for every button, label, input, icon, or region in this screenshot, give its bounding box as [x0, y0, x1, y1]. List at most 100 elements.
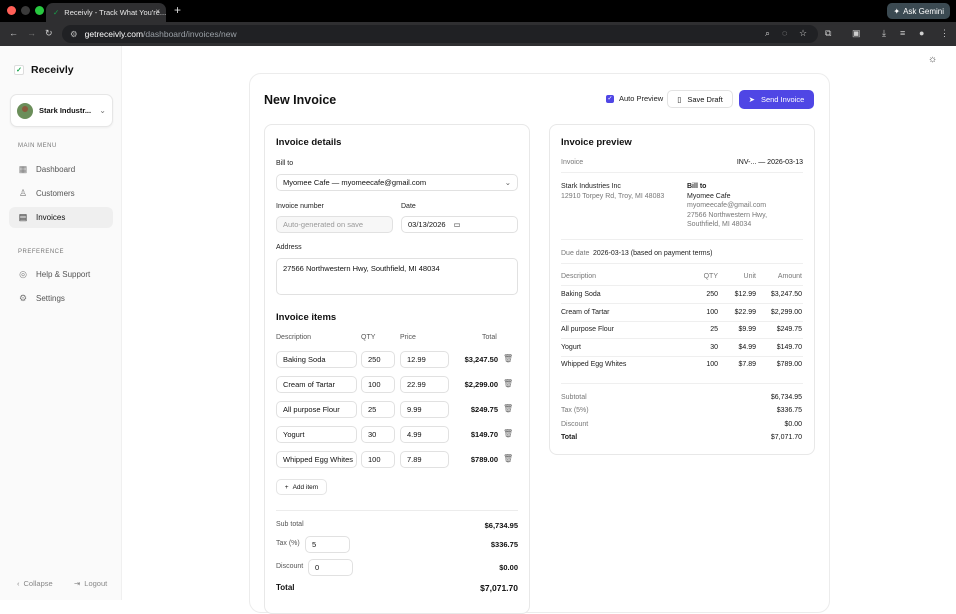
- sidebar-item-label: Help & Support: [36, 270, 91, 279]
- item-description-input[interactable]: Baking Soda: [276, 351, 357, 368]
- trash-icon[interactable]: 🗑︎: [503, 429, 514, 438]
- item-total: $3,247.50: [464, 355, 498, 364]
- preview-subtotal-value: $6,734.95: [770, 394, 802, 401]
- invoice-details-title: Invoice details: [276, 137, 342, 148]
- preview-item-unit: $12.99: [734, 291, 756, 298]
- item-qty-input[interactable]: 30: [361, 426, 395, 443]
- company-switcher[interactable]: Stark Industr... ⌄: [10, 94, 113, 127]
- chevron-down-icon: ⌄: [504, 178, 511, 187]
- item-description-input[interactable]: Yogurt: [276, 426, 357, 443]
- item-price-input[interactable]: 4.99: [400, 426, 449, 443]
- preview-subtotal-label: Subtotal: [561, 394, 587, 401]
- ask-gemini-button[interactable]: ✦ Ask Gemini: [887, 3, 950, 19]
- add-item-button[interactable]: + Add item: [276, 479, 327, 495]
- item-price-input[interactable]: 22.99: [400, 376, 449, 393]
- grid-icon: ▦: [18, 164, 28, 174]
- date-field[interactable]: 03/13/2026 ▭: [401, 216, 518, 233]
- maximize-window-button[interactable]: [35, 6, 44, 15]
- preview-due-label: Due date: [561, 250, 590, 257]
- divider: [561, 303, 803, 304]
- divider: [561, 321, 803, 322]
- back-icon[interactable]: ←: [9, 28, 18, 38]
- zoom-icon[interactable]: ⌕: [765, 28, 771, 38]
- auto-preview-label: Auto Preview: [619, 94, 664, 103]
- address-textarea[interactable]: 27566 Northwestern Hwy, Southfield, MI 4…: [276, 258, 518, 295]
- item-total: $789.00: [470, 455, 498, 464]
- sidebar-item-help[interactable]: ◎ Help & Support: [9, 264, 113, 285]
- tax-amount: $336.75: [490, 540, 518, 549]
- tab-search-icon[interactable]: ▣: [852, 28, 861, 38]
- close-window-button[interactable]: [7, 6, 16, 15]
- invoice-number-field[interactable]: Auto-generated on save: [276, 216, 393, 233]
- preview-discount-value: $0.00: [784, 421, 802, 428]
- sidebar-item-customers[interactable]: ♙ Customers: [9, 183, 113, 204]
- url-host: getreceivly.com: [84, 29, 144, 39]
- media-icon[interactable]: ≡: [900, 28, 906, 38]
- item-description-input[interactable]: All purpose Flour: [276, 401, 357, 418]
- main-menu-label: MAIN MENU: [18, 143, 57, 149]
- item-description-input[interactable]: Cream of Tartar: [276, 376, 357, 393]
- auto-preview-checkbox[interactable]: ✓: [606, 94, 614, 103]
- tab-favicon-icon: ✓: [53, 8, 60, 17]
- item-price-input[interactable]: 9.99: [400, 401, 449, 418]
- reload-icon[interactable]: ↻: [45, 28, 53, 38]
- preview-item-qty: 100: [706, 309, 718, 316]
- tax-input[interactable]: 5: [305, 536, 350, 553]
- divider: [561, 239, 803, 240]
- new-tab-button[interactable]: +: [174, 3, 182, 17]
- subtotal-label: Sub total: [276, 521, 304, 528]
- forward-icon[interactable]: →: [27, 28, 36, 38]
- site-info-icon[interactable]: ⚙: [70, 28, 78, 39]
- sidebar-item-invoices[interactable]: ▤ Invoices: [9, 207, 113, 228]
- save-draft-button[interactable]: ▯ Save Draft: [667, 90, 733, 108]
- trash-icon[interactable]: 🗑︎: [503, 404, 514, 413]
- bill-to-select[interactable]: Myomee Cafe — myomeecafe@gmail.com ⌄: [276, 174, 518, 191]
- preview-item-qty: 250: [706, 291, 718, 298]
- logout-button[interactable]: ⇥ Logout: [74, 579, 107, 588]
- item-qty-input[interactable]: 250: [361, 351, 395, 368]
- browser-tab-bar: ✓ Receivly - Track What You're... × + ✦ …: [0, 0, 956, 22]
- item-qty-input[interactable]: 100: [361, 376, 395, 393]
- sidebar-item-dashboard[interactable]: ▦ Dashboard: [9, 159, 113, 180]
- ask-gemini-label: Ask Gemini: [903, 6, 944, 16]
- item-total: $2,299.00: [464, 380, 498, 389]
- divider: [561, 338, 803, 339]
- collapse-icon: ‹: [17, 579, 20, 588]
- extensions-icon[interactable]: ⧉: [825, 28, 832, 38]
- preview-header-amount: Amount: [777, 273, 802, 280]
- item-price-input[interactable]: 12.99: [400, 351, 449, 368]
- brand[interactable]: ✓ Receivly: [14, 64, 74, 76]
- preference-label: PREFERENCE: [18, 249, 65, 255]
- browser-toolbar: ← → ↻ ⚙ getreceivly.com/dashboard/invoic…: [0, 22, 956, 46]
- browser-tab[interactable]: ✓ Receivly - Track What You're... ×: [46, 3, 166, 22]
- send-invoice-button[interactable]: ➤ Send Invoice: [739, 90, 814, 109]
- collapse-button[interactable]: ‹ Collapse: [17, 579, 53, 588]
- menu-kebab-icon[interactable]: ⋮: [940, 28, 949, 38]
- trash-icon[interactable]: 🗑︎: [503, 354, 514, 363]
- trash-icon[interactable]: 🗑︎: [503, 379, 514, 388]
- bookmark-star-icon[interactable]: ☆: [799, 28, 808, 38]
- eye-off-icon[interactable]: ◌: [782, 28, 788, 38]
- discount-input[interactable]: 0: [308, 559, 353, 576]
- sidebar-item-settings[interactable]: ⚙ Settings: [9, 288, 113, 309]
- preview-item-qty: 100: [706, 361, 718, 368]
- item-qty-input[interactable]: 25: [361, 401, 395, 418]
- items-header-description: Description: [276, 334, 312, 341]
- discount-label: Discount: [276, 563, 304, 570]
- calendar-icon[interactable]: ▭: [453, 220, 461, 229]
- item-qty-input[interactable]: 100: [361, 451, 395, 468]
- address-bar[interactable]: ⚙ getreceivly.com/dashboard/invoices/new: [62, 25, 818, 43]
- download-icon[interactable]: ⤓: [882, 28, 886, 38]
- trash-icon[interactable]: 🗑︎: [503, 454, 514, 463]
- item-price-input[interactable]: 7.89: [400, 451, 449, 468]
- tab-close-icon[interactable]: ×: [155, 7, 160, 16]
- preview-item-description: Cream of Tartar: [561, 309, 610, 316]
- item-description-input[interactable]: Whipped Egg Whites: [276, 451, 357, 468]
- invoice-preview-title: Invoice preview: [561, 137, 632, 148]
- minimize-window-button[interactable]: [21, 6, 30, 15]
- auto-preview-toggle[interactable]: ✓ Auto Preview: [606, 94, 663, 103]
- preview-from-name: Stark Industries Inc: [561, 183, 621, 190]
- profile-avatar-icon[interactable]: ●: [919, 28, 925, 38]
- user-icon: ♙: [18, 188, 28, 198]
- theme-toggle-sun-icon[interactable]: ☼: [928, 54, 938, 65]
